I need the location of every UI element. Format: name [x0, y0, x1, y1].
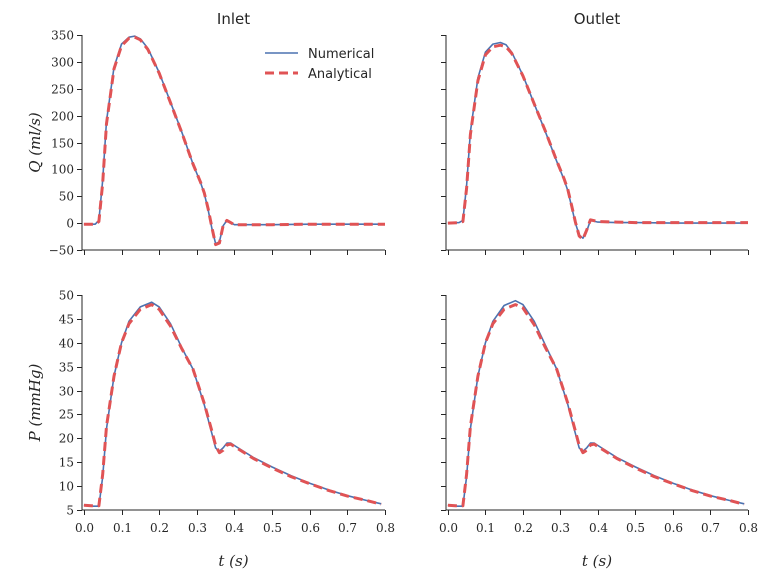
panel-outlet-q: Outlet: [441, 10, 749, 255]
panel-inlet-p: 5 10 15 20 25 30 35 40 45 50 0.0 0.1 0.2 0.3 0.4 0.5 0.6…: [26, 289, 395, 571]
panel-title: Inlet: [217, 10, 250, 28]
y-tick-label: 10: [59, 480, 74, 494]
x-tick-label: 0.6: [301, 521, 320, 535]
x-tick-label: 0.1: [476, 521, 495, 535]
x-tick-label: 0.2: [150, 521, 169, 535]
x-tick-label: 0.8: [376, 521, 395, 535]
legend-label-numerical: Numerical: [308, 47, 374, 62]
y-tick-label: 300: [51, 56, 74, 70]
y-tick-label: 15: [59, 456, 74, 470]
y-tick-label: 50: [59, 289, 74, 303]
x-tick-label: 0.4: [589, 521, 608, 535]
x-tick-label: 0.7: [338, 521, 357, 535]
y-tick-label: 250: [51, 83, 74, 97]
x-tick-label: 0.0: [75, 521, 94, 535]
y-tick-label: 100: [51, 163, 74, 177]
y-tick-label: 5: [66, 504, 74, 518]
y-tick-label: 50: [59, 190, 74, 204]
y-tick-label: 45: [59, 313, 74, 327]
panel-inlet-q: −50 0 50 100 150 200 250 300 350 Inlet Q (ml/s) Num…: [26, 10, 386, 258]
legend: Numerical Analytical: [265, 47, 374, 82]
panel-title: Outlet: [574, 10, 621, 28]
series-line-analytical: [447, 43, 748, 241]
series-line-analytical: [447, 303, 745, 508]
x-tick-label: 0.3: [188, 521, 207, 535]
x-tick-label: 0.7: [701, 521, 720, 535]
y-tick-label: 30: [59, 385, 74, 399]
x-tick-label: 0.6: [664, 521, 683, 535]
x-tick-label: 0.5: [263, 521, 282, 535]
y-axis-label: P (mmHg): [26, 364, 44, 443]
y-tick-label: 150: [51, 137, 74, 151]
series-line-analytical: [83, 303, 382, 508]
x-axis-label: t (s): [582, 552, 612, 570]
y-tick-label: 35: [59, 361, 74, 375]
y-tick-label: 25: [59, 408, 74, 422]
y-tick-label: 20: [59, 432, 74, 446]
x-tick-label: 0.8: [739, 521, 758, 535]
y-axis-label: Q (ml/s): [26, 112, 44, 173]
x-tick-label: 0.2: [514, 521, 533, 535]
y-tick-label: −50: [49, 244, 74, 258]
x-tick-label: 0.0: [439, 521, 458, 535]
x-tick-label: 0.1: [113, 521, 132, 535]
y-tick-label: 40: [59, 337, 74, 351]
y-tick-label: 350: [51, 29, 74, 43]
x-axis-label: t (s): [218, 552, 248, 570]
y-tick-label: 200: [51, 110, 74, 124]
x-tick-label: 0.5: [626, 521, 645, 535]
series-line-numerical: [447, 41, 748, 239]
series-line-numerical: [447, 299, 745, 508]
panel-outlet-p: 0.0 0.1 0.2 0.3 0.4 0.5 0.6 0.7 0.8 t (s): [439, 295, 758, 570]
series-line-numerical: [83, 301, 382, 508]
x-tick-label: 0.4: [225, 521, 244, 535]
x-tick-label: 0.3: [551, 521, 570, 535]
series-line-analytical: [83, 35, 385, 247]
legend-label-analytical: Analytical: [308, 67, 372, 82]
y-tick-label: 0: [66, 217, 74, 231]
